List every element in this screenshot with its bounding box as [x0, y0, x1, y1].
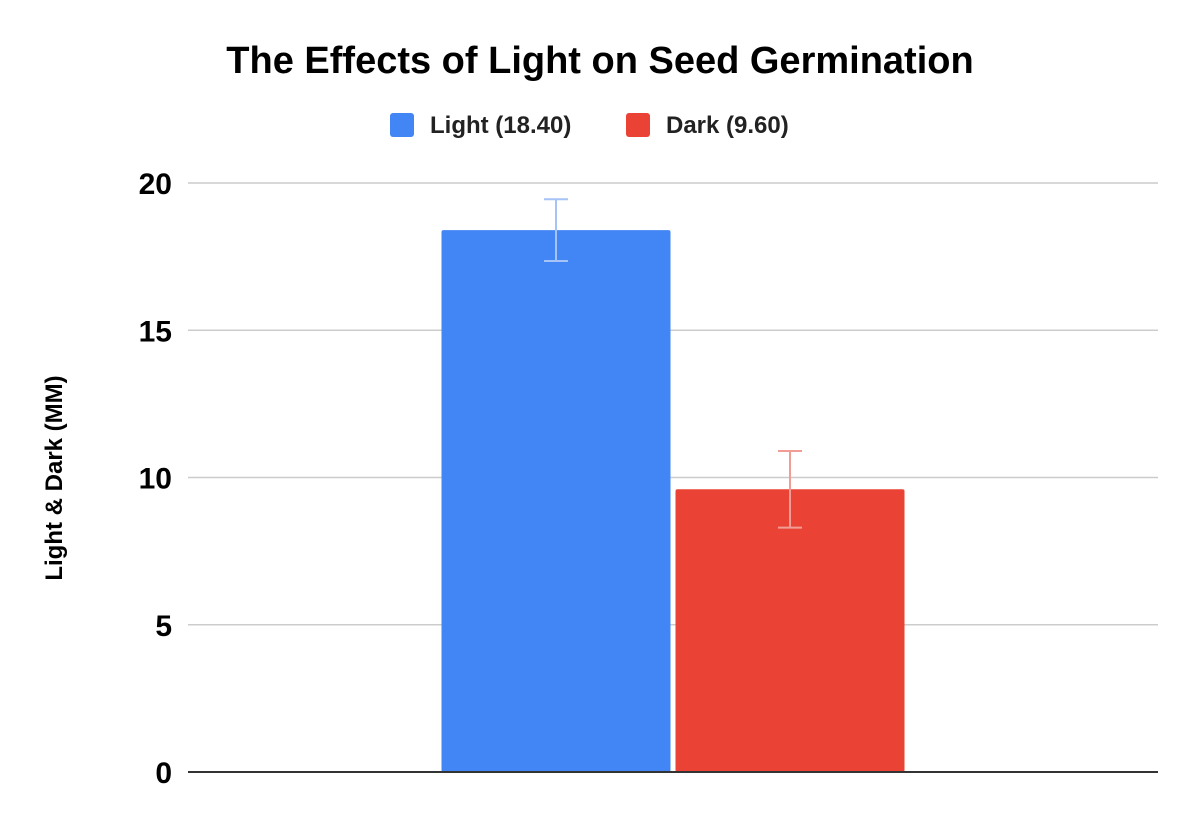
legend-label: Dark (9.60) [666, 112, 789, 139]
y-axis-label: Light & Dark (MM) [41, 375, 68, 580]
y-tick-label: 20 [139, 168, 172, 201]
legend[interactable]: Light (18.40) Dark (9.60) [390, 112, 789, 139]
legend-swatch [626, 113, 650, 137]
y-tick-label: 5 [155, 610, 172, 643]
bar-light[interactable] [441, 230, 671, 772]
bars [441, 230, 905, 772]
y-tick-label: 10 [139, 463, 172, 496]
gridlines [188, 182, 1158, 626]
error-bars [544, 198, 802, 529]
y-tick-label: 15 [139, 315, 172, 348]
legend-label: Light (18.40) [430, 112, 571, 139]
bar-dark[interactable] [675, 489, 905, 772]
legend-swatch [390, 113, 414, 137]
y-axis-ticks: 0 5 10 15 20 [139, 168, 172, 790]
chart-title: The Effects of Light on Seed Germination [226, 40, 973, 82]
y-tick-label: 0 [155, 757, 172, 790]
